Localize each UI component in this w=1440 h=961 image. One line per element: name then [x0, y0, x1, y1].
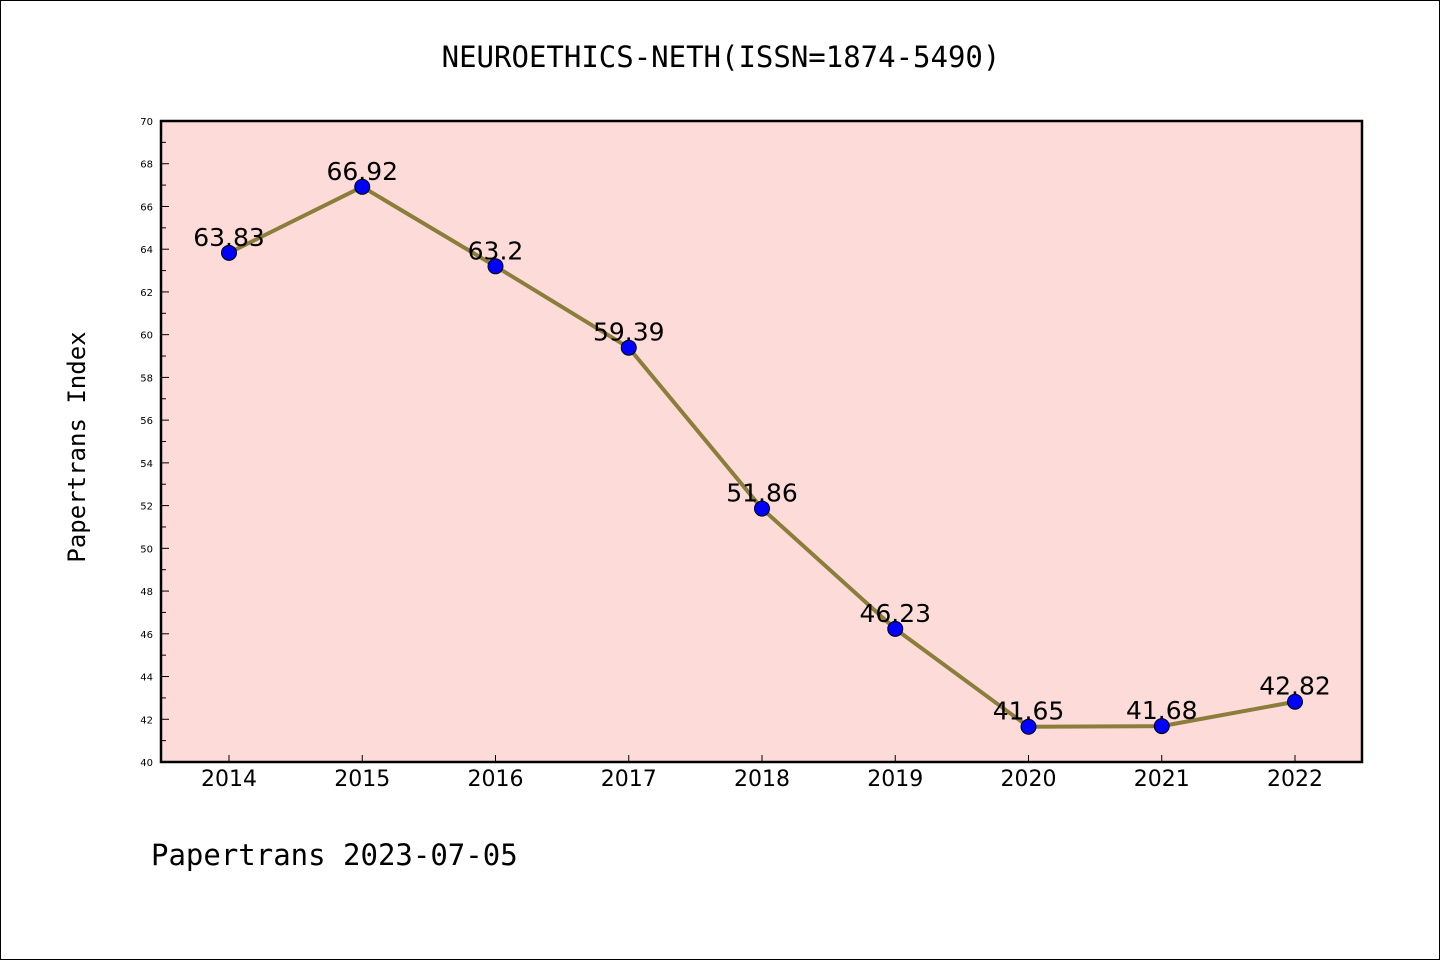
data-point — [1153, 718, 1170, 735]
y-tick-label: 58 — [140, 373, 153, 384]
x-tick-label: 2019 — [867, 767, 923, 792]
data-label: 63.2 — [468, 236, 524, 265]
footer-date: Papertrans 2023-07-05 — [151, 838, 518, 872]
data-label: 66.92 — [326, 157, 398, 186]
data-point — [754, 500, 770, 517]
x-tick-label: 2017 — [601, 767, 657, 792]
y-tick-label: 70 — [140, 117, 153, 128]
y-tick-label: 56 — [140, 416, 153, 427]
x-tick-label: 2020 — [1001, 767, 1057, 792]
x-tick-label: 2018 — [734, 767, 790, 792]
y-tick-label: 46 — [140, 630, 153, 641]
data-label: 41.68 — [1126, 696, 1198, 725]
y-tick-label: 50 — [140, 544, 153, 555]
y-tick-label: 68 — [140, 160, 153, 171]
data-label: 51.86 — [726, 479, 798, 508]
data-point — [620, 339, 637, 356]
data-point — [887, 620, 904, 637]
y-tick-label: 54 — [140, 459, 153, 470]
data-label: 42.82 — [1259, 672, 1331, 701]
y-tick-label: 44 — [140, 673, 153, 684]
y-tick-label: 60 — [140, 331, 153, 342]
markers-group — [221, 178, 1303, 735]
y-tick-label: 52 — [140, 502, 153, 513]
plot-area — [159, 119, 1364, 764]
data-label: 41.65 — [993, 697, 1065, 726]
y-axis-title: Papertrans Index — [63, 331, 91, 562]
data-point — [221, 244, 237, 261]
y-tick-label: 66 — [140, 202, 153, 213]
x-tick-label: 2016 — [468, 767, 524, 792]
y-tick-label: 42 — [140, 715, 153, 726]
y-tick-label: 62 — [140, 288, 153, 299]
y-tick-label: 48 — [140, 587, 153, 598]
data-point — [1020, 718, 1037, 735]
y-tick-label: 64 — [140, 245, 153, 256]
y-tick-label: 40 — [140, 758, 153, 769]
data-labels-group: 63.83 66.92 63.2 59.39 51.86 46.23 41.65 41.68 4… — [193, 157, 1331, 726]
x-tick-label: 2015 — [334, 767, 390, 792]
data-point — [354, 178, 371, 195]
data-point — [487, 258, 504, 275]
data-label: 59.39 — [593, 318, 665, 347]
chart-title: NEUROETHICS-NETH(ISSN=1874-5490) — [442, 40, 1001, 74]
x-tick-label: 2022 — [1267, 767, 1323, 792]
y-axis: 40 42 44 46 48 50 52 54 56 58 60 62 64 66 68 70 — [140, 117, 169, 769]
x-tick-label: 2021 — [1134, 767, 1190, 792]
x-axis: 2014 2015 2016 2017 2018 2019 2020 2021 2022 — [201, 755, 1323, 792]
data-label: 63.83 — [193, 223, 265, 252]
data-point — [1287, 693, 1303, 710]
data-label: 46.23 — [859, 599, 931, 628]
x-tick-label: 2014 — [201, 767, 257, 792]
